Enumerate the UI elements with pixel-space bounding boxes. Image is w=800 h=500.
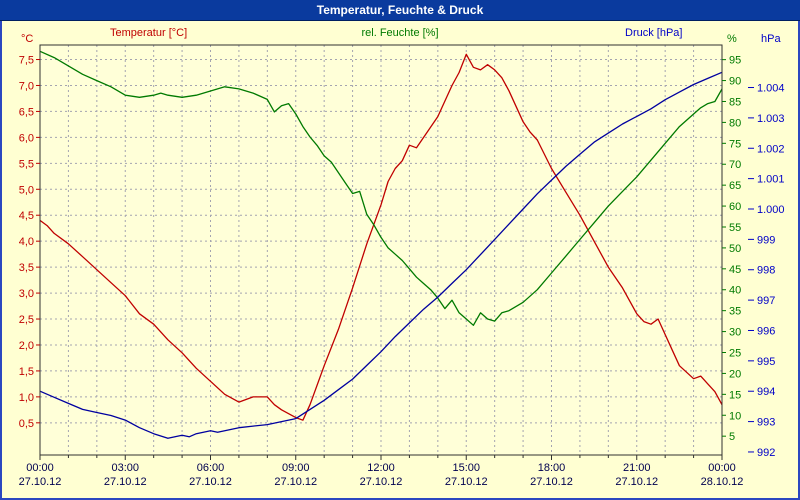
humidity-tick-label: 65: [729, 180, 741, 192]
pressure-tick-label: 993: [757, 417, 775, 429]
pressure-axis-unit: hPa: [761, 33, 781, 45]
x-tick-date-label: 27.10.12: [360, 476, 403, 488]
pressure-tick-label: 995: [757, 356, 775, 368]
pressure-tick-label: 1.000: [757, 204, 785, 216]
series-pressure-line: [39, 71, 723, 439]
humidity-tick-label: 90: [729, 76, 741, 88]
x-tick-time-label: 00:00: [26, 462, 54, 474]
humidity-tick-label: 35: [729, 306, 741, 318]
pressure-tick-label: 997: [757, 295, 775, 307]
humidity-tick-label: 30: [729, 327, 741, 339]
x-tick-date-label: 27.10.12: [189, 476, 232, 488]
temp-tick-label: 7,5: [19, 55, 34, 67]
temp-tick-label: 4,5: [19, 210, 34, 222]
pressure-tick-label: 1.003: [757, 113, 785, 125]
humidity-tick-label: 20: [729, 368, 741, 380]
x-tick-time-label: 21:00: [623, 462, 651, 474]
humidity-tick-label: 55: [729, 222, 741, 234]
pressure-tick-label: 1.004: [757, 83, 785, 95]
humidity-tick-label: 80: [729, 117, 741, 129]
x-tick-date-label: 27.10.12: [445, 476, 488, 488]
temp-tick-label: 4,0: [19, 236, 34, 248]
x-tick-date-label: 27.10.12: [104, 476, 147, 488]
x-tick-date-label: 28.10.12: [701, 476, 744, 488]
temp-tick-label: 7,0: [19, 80, 34, 92]
temp-tick-label: 6,0: [19, 132, 34, 144]
window-titlebar: Temperatur, Feuchte & Druck: [0, 0, 800, 21]
x-tick-time-label: 18:00: [538, 462, 566, 474]
temp-tick-label: 2,0: [19, 340, 34, 352]
humidity-tick-label: 15: [729, 389, 741, 401]
humidity-tick-label: 95: [729, 55, 741, 67]
x-tick-time-label: 15:00: [452, 462, 480, 474]
pressure-tick-label: 992: [757, 447, 775, 459]
humidity-tick-label: 40: [729, 285, 741, 297]
x-tick-time-label: 00:00: [708, 462, 736, 474]
pressure-tick-label: 1.002: [757, 143, 785, 155]
humidity-tick-label: 85: [729, 96, 741, 108]
pressure-tick-label: 994: [757, 386, 775, 398]
humidity-tick-label: 25: [729, 348, 741, 360]
humidity-tick-label: 10: [729, 410, 741, 422]
window-title: Temperatur, Feuchte & Druck: [316, 3, 484, 17]
temp-tick-label: 5,5: [19, 158, 34, 170]
pressure-tick-label: 1.001: [757, 174, 785, 186]
humidity-tick-label: 70: [729, 159, 741, 171]
x-tick-time-label: 09:00: [282, 462, 310, 474]
temp-tick-label: 3,5: [19, 262, 34, 274]
x-tick-date-label: 27.10.12: [615, 476, 658, 488]
x-tick-time-label: 03:00: [111, 462, 139, 474]
x-tick-time-label: 12:00: [367, 462, 395, 474]
pressure-series-label: Druck [hPa]: [625, 27, 683, 39]
temp-axis-unit: °C: [21, 33, 34, 45]
x-tick-time-label: 06:00: [197, 462, 225, 474]
temp-tick-label: 0,5: [19, 418, 34, 430]
x-tick-date-label: 27.10.12: [530, 476, 573, 488]
humidity-tick-label: 60: [729, 201, 741, 213]
humidity-axis-unit: %: [727, 33, 737, 45]
temp-tick-label: 5,0: [19, 184, 34, 196]
temp-tick-label: 1,0: [19, 392, 34, 404]
humidity-tick-label: 5: [729, 431, 735, 443]
x-tick-date-label: 27.10.12: [274, 476, 317, 488]
pressure-tick-label: 999: [757, 234, 775, 246]
temp-tick-label: 1,5: [19, 366, 34, 378]
temp-tick-label: 2,5: [19, 314, 34, 326]
temp-tick-label: 6,5: [19, 106, 34, 118]
series-humidity-line: [39, 50, 723, 326]
pressure-tick-label: 996: [757, 325, 775, 337]
temperature-series-label: Temperatur [°C]: [110, 27, 188, 39]
x-tick-date-label: 27.10.12: [19, 476, 62, 488]
humidity-tick-label: 50: [729, 243, 741, 255]
humidity-tick-label: 75: [729, 138, 741, 150]
pressure-tick-label: 998: [757, 265, 775, 277]
humidity-series-label: rel. Feuchte [%]: [361, 27, 439, 39]
humidity-tick-label: 45: [729, 264, 741, 276]
temp-tick-label: 3,0: [19, 288, 34, 300]
series-temperature-line: [39, 53, 723, 421]
